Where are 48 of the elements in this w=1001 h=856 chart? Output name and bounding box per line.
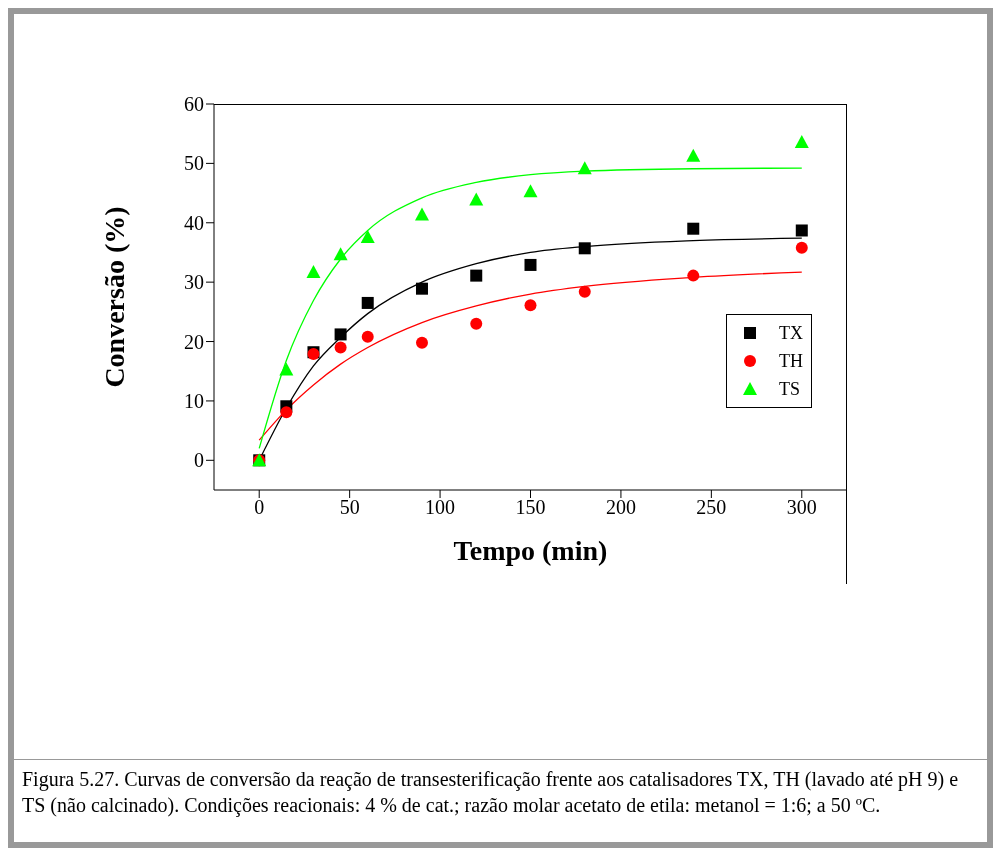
point [333,247,348,261]
y-tick-label: 60 [184,93,204,116]
point [686,148,701,162]
point [334,328,347,341]
y-axis-title: Conversão (%) [98,206,130,388]
point [523,184,538,198]
line-series [258,271,803,441]
x-tick-label: 300 [786,496,817,519]
legend-label: TH [779,350,803,372]
point [280,406,293,419]
point [361,296,374,309]
point [306,265,321,279]
x-axis-title: Tempo (min) [453,535,608,566]
y-tick-label: 20 [184,330,204,353]
point [687,222,700,235]
point [577,161,592,175]
point [687,269,700,282]
y-tick-label: 40 [184,211,204,234]
x-tick-label: 200 [605,496,636,519]
point [414,207,429,221]
point [469,192,484,206]
point [361,330,374,343]
text: Figura 5.27. Curvas de conversão da reação de transesterificação frente aos catalisadores TX, TH (lavado até pH 9) e TS (não calcinado). Condições reacionais: 4 % de cat.; razão molar acetato de etila: metanol = 1:6; a 50 ºC. [22,767,960,818]
point [524,258,537,271]
x-tick-label: 100 [425,496,456,519]
x-tick-label: 150 [515,496,546,519]
x-tick-label: 0 [254,496,265,519]
y-tick-label: 0 [194,449,204,472]
y-tick-label: 10 [184,390,204,413]
point [360,230,375,244]
point [279,362,294,376]
point [334,341,347,354]
point [415,282,428,295]
point [524,299,537,312]
point [795,241,808,254]
point [578,242,591,255]
point [578,285,591,298]
y-tick-label: 50 [184,152,204,175]
y-tick-label: 30 [184,271,204,294]
x-tick-label: 50 [339,496,360,519]
point [795,224,808,237]
legend-label: TX [779,322,803,344]
point [794,135,809,149]
point [470,269,483,282]
point [470,317,483,330]
point [415,336,428,349]
legend-label: TS [779,378,801,400]
x-tick-label: 250 [696,496,727,519]
